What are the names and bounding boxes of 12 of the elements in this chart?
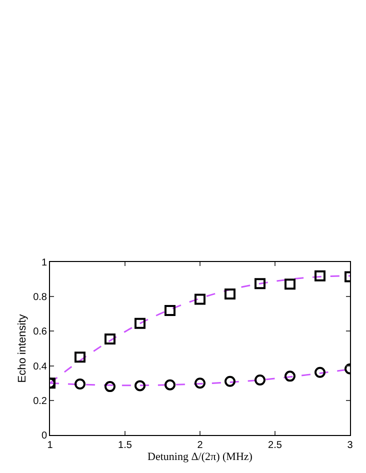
y-tick-label: 0.6 bbox=[33, 326, 48, 338]
y-tick-label: 0 bbox=[41, 430, 48, 442]
y-tick-label: 0.4 bbox=[33, 361, 48, 372]
y-tick-label: 0.8 bbox=[33, 292, 48, 304]
x-axis-title: Detuning Δ/(2π) (MHz) bbox=[148, 451, 253, 464]
y-tick-label: 1 bbox=[41, 258, 48, 268]
x-tick-label: 1.5 bbox=[118, 440, 132, 451]
y-axis-title: Echo intensity bbox=[16, 314, 29, 383]
x-tick-label: 3 bbox=[347, 440, 354, 451]
x-tick-label: 2 bbox=[197, 440, 204, 451]
x-tick-label: 2.5 bbox=[268, 440, 282, 451]
y-tick-label: 0.2 bbox=[33, 396, 48, 407]
